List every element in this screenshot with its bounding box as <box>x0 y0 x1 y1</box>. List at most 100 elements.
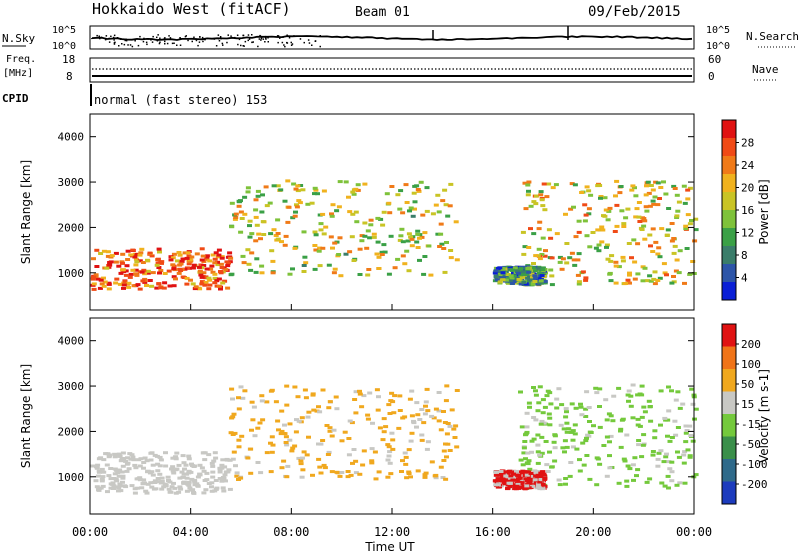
data-cell-1-2-6 <box>604 418 610 422</box>
colorbar-swatch-7 <box>722 156 736 174</box>
data-cell-0-0-65 <box>158 269 164 272</box>
data-cell-1-2-175 <box>667 467 673 471</box>
data-cell-1-2-105 <box>647 405 653 408</box>
data-cell-0-2-60 <box>563 212 568 216</box>
data-cell-0-1-88 <box>315 192 320 196</box>
data-cell-1-0-3 <box>94 485 100 489</box>
data-cell-0-0-83 <box>215 255 221 259</box>
data-cell-1-2-157 <box>675 390 681 394</box>
data-cell-1-2-257 <box>559 403 565 407</box>
data-cell-1-2-95 <box>618 427 624 431</box>
data-cell-1-1-164 <box>273 400 279 404</box>
data-cell-1-0-114 <box>112 467 118 471</box>
data-cell-0-0-68 <box>171 275 177 279</box>
data-cell-0-3-179 <box>505 273 511 276</box>
data-cell-1-1-229 <box>357 389 362 393</box>
data-cell-1-2-197 <box>628 394 634 398</box>
data-cell-1-1-155 <box>429 460 435 464</box>
data-cell-0-1-54 <box>350 212 356 216</box>
noise-dot-38 <box>262 38 265 40</box>
data-cell-1-2-21 <box>563 477 569 480</box>
noise-dot-60 <box>134 40 136 42</box>
data-cell-0-1-259 <box>398 189 404 193</box>
y-tick-label-2: 3000 <box>58 176 85 189</box>
noise-dot-116 <box>319 35 321 37</box>
data-cell-0-1-71 <box>245 186 251 190</box>
data-cell-1-0-46 <box>148 458 154 462</box>
data-cell-0-1-107 <box>247 235 253 239</box>
data-cell-1-1-78 <box>409 431 415 435</box>
data-cell-0-2-222 <box>655 252 661 256</box>
data-cell-1-0-27 <box>95 463 101 467</box>
data-cell-1-2-155 <box>547 423 553 427</box>
data-cell-0-1-22 <box>403 183 409 187</box>
data-cell-1-2-46 <box>647 477 653 481</box>
data-cell-1-0-231 <box>183 463 189 467</box>
data-cell-0-1-38 <box>430 212 436 216</box>
data-cell-0-2-142 <box>582 219 588 223</box>
noise-dot-138 <box>286 34 288 36</box>
data-cell-1-1-106 <box>232 431 238 435</box>
data-cell-0-1-36 <box>245 190 251 194</box>
data-cell-1-2-128 <box>641 405 647 409</box>
data-cell-0-2-210 <box>685 197 691 201</box>
data-cell-1-2-44 <box>675 450 680 454</box>
data-cell-1-1-139 <box>389 431 395 435</box>
data-cell-1-0-199 <box>176 463 182 467</box>
noise-dot-14 <box>238 38 241 41</box>
data-cell-0-3-248 <box>533 276 539 280</box>
data-cell-0-2-78 <box>584 185 590 189</box>
data-cell-0-1-46 <box>389 185 395 188</box>
data-cell-0-2-140 <box>663 192 669 196</box>
data-cell-1-2-119 <box>624 484 630 488</box>
noise-dot-121 <box>171 42 174 45</box>
data-cell-1-2-180 <box>607 466 613 470</box>
data-cell-1-1-14 <box>387 450 393 454</box>
nave-tick-bottom: 0 <box>708 70 715 83</box>
data-cell-0-0-131 <box>149 284 155 288</box>
data-cell-1-1-22 <box>377 426 383 430</box>
data-cell-1-1-90 <box>279 466 285 470</box>
data-cell-1-2-158 <box>630 416 636 420</box>
noise-dot-16 <box>260 39 262 41</box>
data-cell-1-2-232 <box>635 417 641 421</box>
data-cell-1-1-37 <box>350 461 355 465</box>
data-cell-1-2-241 <box>535 450 541 454</box>
data-cell-0-0-60 <box>125 258 131 261</box>
data-cell-1-1-40 <box>320 439 326 442</box>
data-cell-0-0-147 <box>107 263 113 267</box>
colorbar-swatch-4 <box>722 391 736 414</box>
data-cell-0-1-106 <box>411 191 417 195</box>
data-cell-0-0-111 <box>154 286 160 290</box>
data-cell-0-3-252 <box>518 267 524 271</box>
data-cell-1-2-90 <box>665 418 671 422</box>
data-cell-1-0-127 <box>187 486 193 490</box>
data-cell-1-0-213 <box>180 475 186 479</box>
data-cell-1-1-134 <box>351 448 357 451</box>
data-cell-0-2-52 <box>636 201 642 204</box>
data-cell-0-2-10 <box>644 184 649 188</box>
data-cell-0-0-236 <box>128 253 134 257</box>
data-cell-1-0-14 <box>123 459 129 463</box>
data-cell-0-0-255 <box>137 253 143 257</box>
noise-right-label: N.Search <box>746 30 799 43</box>
noise-dot-86 <box>260 36 263 38</box>
noise-dot-26 <box>291 43 294 45</box>
data-cell-0-1-16 <box>275 218 281 222</box>
data-cell-0-3-210 <box>525 276 531 280</box>
data-cell-1-1-85 <box>388 472 394 476</box>
data-cell-0-1-55 <box>312 230 318 234</box>
data-cell-0-1-200 <box>416 189 422 193</box>
data-cell-0-1-58 <box>347 210 353 214</box>
data-cell-0-0-142 <box>133 268 139 272</box>
data-cell-0-2-98 <box>674 193 680 197</box>
noise-dot-49 <box>116 37 119 39</box>
data-cell-0-1-235 <box>368 223 374 227</box>
data-cell-0-1-113 <box>424 186 430 190</box>
data-cell-0-1-14 <box>285 220 291 224</box>
data-cell-1-2-220 <box>525 462 531 466</box>
data-cell-0-1-231 <box>292 246 298 250</box>
data-cell-0-2-77 <box>571 205 576 209</box>
data-cell-1-3-208 <box>502 478 508 482</box>
